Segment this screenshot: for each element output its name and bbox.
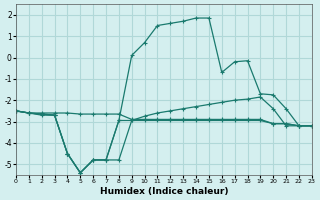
X-axis label: Humidex (Indice chaleur): Humidex (Indice chaleur) [100,187,228,196]
